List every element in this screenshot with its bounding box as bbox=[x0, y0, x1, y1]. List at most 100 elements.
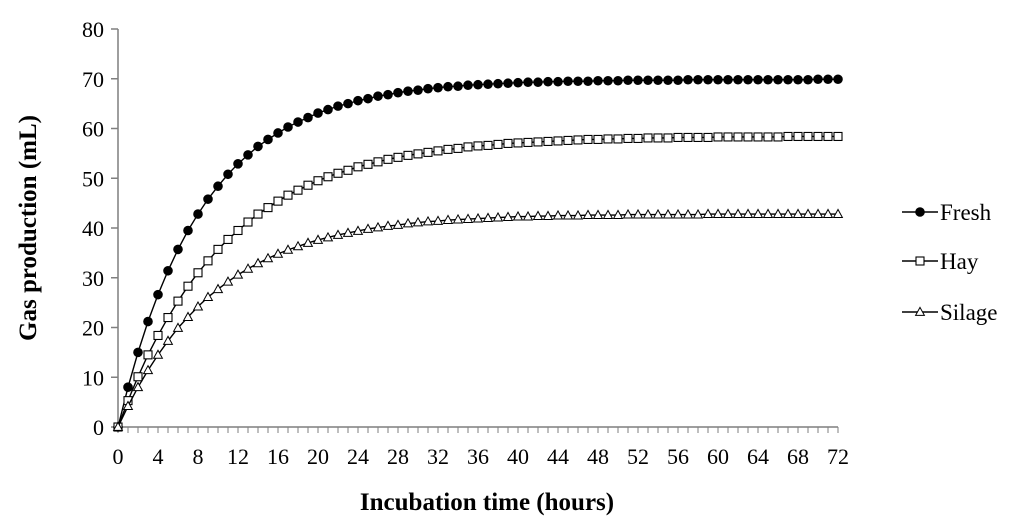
data-point-hay bbox=[663, 133, 673, 143]
data-point-fresh bbox=[573, 76, 583, 87]
data-point-silage bbox=[262, 252, 274, 263]
data-point-hay bbox=[493, 139, 503, 149]
data-point-hay bbox=[323, 172, 333, 182]
data-point-fresh bbox=[223, 169, 233, 180]
data-point-silage bbox=[182, 311, 194, 321]
data-point-fresh bbox=[773, 74, 783, 85]
data-point-hay bbox=[803, 131, 813, 142]
data-point-fresh bbox=[553, 76, 563, 87]
data-point-silage bbox=[192, 300, 204, 311]
data-point-silage bbox=[472, 212, 484, 223]
data-point-silage bbox=[162, 335, 174, 345]
data-point-hay bbox=[463, 142, 473, 152]
data-point-hay bbox=[303, 180, 313, 190]
x-tick-label: 64 bbox=[747, 444, 769, 469]
data-point-hay bbox=[623, 133, 633, 143]
data-point-silage bbox=[482, 212, 494, 222]
data-point-fresh bbox=[423, 83, 433, 94]
data-point-hay bbox=[193, 268, 203, 278]
data-point-hay bbox=[393, 152, 403, 162]
data-point-fresh bbox=[293, 117, 303, 127]
data-point-fresh bbox=[453, 81, 463, 92]
data-point-fresh bbox=[313, 108, 323, 118]
data-point-fresh bbox=[753, 74, 763, 85]
data-point-silage bbox=[312, 234, 324, 244]
data-point-silage bbox=[362, 223, 374, 233]
data-point-silage bbox=[272, 248, 284, 258]
data-point-silage bbox=[822, 208, 834, 218]
y-tick-label: 0 bbox=[93, 415, 104, 440]
data-point-fresh bbox=[353, 95, 363, 106]
data-point-silage bbox=[572, 209, 584, 220]
x-tick-label: 28 bbox=[387, 444, 409, 469]
data-point-silage bbox=[592, 209, 604, 219]
data-point-fresh bbox=[363, 93, 373, 104]
data-point-fresh bbox=[693, 74, 703, 85]
data-point-hay bbox=[363, 159, 373, 169]
data-point-silage bbox=[832, 208, 844, 218]
data-point-hay bbox=[293, 185, 303, 195]
data-point-hay bbox=[453, 143, 463, 153]
data-point-fresh bbox=[373, 91, 383, 101]
data-point-hay bbox=[433, 146, 443, 156]
data-point-silage bbox=[142, 364, 154, 375]
data-point-hay bbox=[833, 131, 843, 142]
data-point-silage bbox=[372, 221, 384, 232]
data-point-silage bbox=[392, 219, 404, 229]
y-tick-label: 40 bbox=[82, 216, 104, 241]
data-point-hay bbox=[773, 132, 783, 142]
data-point-silage bbox=[292, 240, 304, 251]
data-point-silage bbox=[112, 421, 124, 431]
data-point-silage bbox=[672, 208, 684, 219]
data-point-hay bbox=[633, 133, 643, 143]
data-point-hay bbox=[653, 133, 663, 143]
data-point-silage bbox=[712, 208, 724, 218]
data-point-fresh bbox=[253, 141, 263, 152]
data-point-hay bbox=[733, 132, 743, 142]
data-point-fresh bbox=[603, 75, 613, 86]
data-point-fresh bbox=[823, 74, 833, 85]
data-point-fresh bbox=[243, 150, 253, 160]
data-point-hay bbox=[723, 132, 733, 142]
data-point-fresh bbox=[493, 78, 503, 89]
data-point-fresh bbox=[543, 76, 553, 87]
data-point-fresh bbox=[763, 74, 773, 85]
data-point-hay bbox=[693, 132, 703, 143]
data-point-fresh bbox=[463, 80, 473, 91]
data-point-silage bbox=[462, 213, 474, 223]
data-point-fresh bbox=[513, 77, 523, 88]
data-point-fresh bbox=[383, 89, 393, 100]
data-point-fresh bbox=[803, 74, 813, 85]
data-point-fresh bbox=[733, 74, 743, 85]
data-point-silage bbox=[622, 208, 634, 219]
x-tick-label: 12 bbox=[227, 444, 249, 469]
data-point-fresh bbox=[653, 75, 663, 86]
data-point-fresh bbox=[233, 159, 243, 169]
data-point-hay bbox=[143, 350, 153, 360]
data-point-fresh bbox=[153, 289, 163, 300]
data-point-hay bbox=[373, 157, 383, 167]
legend: Fresh Hay Silage bbox=[902, 200, 998, 325]
data-point-silage bbox=[522, 210, 534, 221]
data-point-fresh bbox=[123, 382, 133, 393]
data-point-fresh bbox=[713, 74, 723, 85]
data-point-silage bbox=[582, 209, 594, 219]
data-point-fresh bbox=[533, 77, 543, 88]
data-point-fresh bbox=[593, 75, 603, 86]
legend-item-hay: Hay bbox=[902, 249, 979, 274]
data-point-hay bbox=[513, 138, 523, 148]
data-point-hay bbox=[673, 132, 683, 143]
data-point-silage bbox=[512, 210, 524, 221]
data-point-silage bbox=[792, 208, 804, 218]
series-hay bbox=[113, 131, 843, 432]
data-point-hay bbox=[413, 149, 423, 159]
data-point-fresh bbox=[133, 347, 143, 358]
data-point-silage bbox=[552, 209, 564, 220]
data-point-fresh bbox=[743, 74, 753, 85]
data-point-fresh bbox=[163, 265, 173, 276]
data-point-fresh bbox=[503, 78, 513, 89]
data-point-silage bbox=[562, 209, 574, 220]
data-point-fresh bbox=[433, 82, 443, 93]
data-point-silage bbox=[172, 322, 184, 332]
